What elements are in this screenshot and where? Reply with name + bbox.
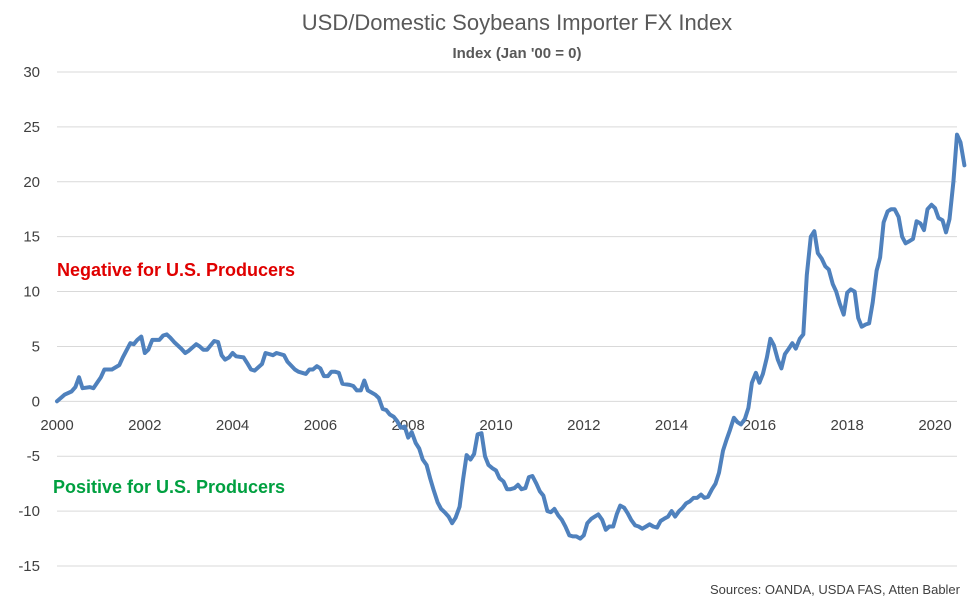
y-tick-label: 15 — [23, 229, 40, 246]
x-tick-label: 2014 — [655, 417, 688, 434]
y-tick-label: 10 — [23, 284, 40, 301]
y-tick-label: 20 — [23, 174, 40, 191]
chart-title: USD/Domestic Soybeans Importer FX Index — [302, 10, 732, 35]
x-tick-label: 2010 — [479, 417, 512, 434]
x-tick-label: 2020 — [918, 417, 951, 434]
x-tick-label: 2008 — [392, 417, 425, 434]
source-note: Sources: OANDA, USDA FAS, Atten Babler — [710, 582, 961, 597]
gridlines — [57, 71, 957, 567]
annotation-positive: Positive for U.S. Producers — [53, 477, 285, 497]
y-tick-label: 25 — [23, 119, 40, 136]
y-tick-label: -5 — [27, 448, 40, 465]
x-tick-label: 2012 — [567, 417, 600, 434]
x-tick-label: 2002 — [128, 417, 161, 434]
y-tick-label: 0 — [32, 393, 40, 410]
x-tick-label: 2004 — [216, 417, 249, 434]
y-tick-label: 30 — [23, 64, 40, 81]
x-tick-label: 2000 — [40, 417, 73, 434]
y-tick-label: -15 — [18, 558, 40, 575]
x-tick-label: 2018 — [831, 417, 864, 434]
x-tick-label: 2016 — [743, 417, 776, 434]
y-axis-tick-labels: 30 25 20 15 10 5 0 -5 -10 -15 — [18, 64, 40, 575]
series-line — [55, 132, 967, 541]
x-axis-tick-labels: 2000 2002 2004 2006 2008 2010 2012 2014 2016 2018… — [40, 417, 951, 434]
x-tick-label: 2006 — [304, 417, 337, 434]
y-tick-label: -10 — [18, 503, 40, 520]
chart-subtitle: Index (Jan '00 = 0) — [452, 45, 581, 62]
series-layer — [55, 132, 967, 541]
annotation-negative: Negative for U.S. Producers — [57, 260, 295, 280]
y-tick-label: 5 — [32, 338, 40, 355]
